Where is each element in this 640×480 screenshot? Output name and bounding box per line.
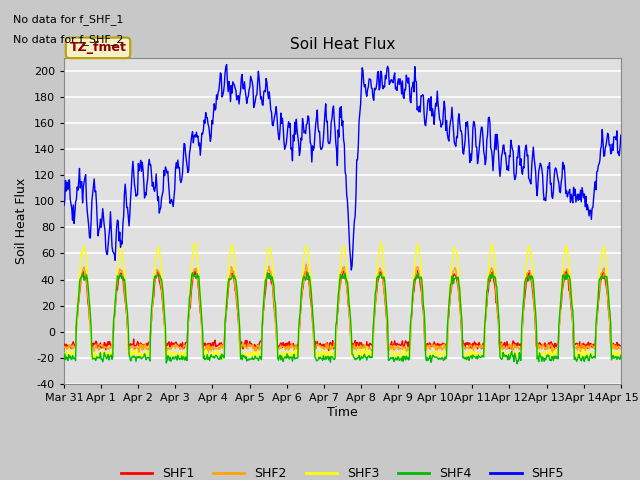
X-axis label: Time: Time [327,406,358,419]
Title: Soil Heat Flux: Soil Heat Flux [290,37,395,52]
Y-axis label: Soil Heat Flux: Soil Heat Flux [15,178,28,264]
Text: No data for f_SHF_2: No data for f_SHF_2 [13,34,124,45]
Legend: SHF1, SHF2, SHF3, SHF4, SHF5: SHF1, SHF2, SHF3, SHF4, SHF5 [116,462,569,480]
Text: No data for f_SHF_1: No data for f_SHF_1 [13,14,123,25]
Text: TZ_fmet: TZ_fmet [70,41,127,54]
